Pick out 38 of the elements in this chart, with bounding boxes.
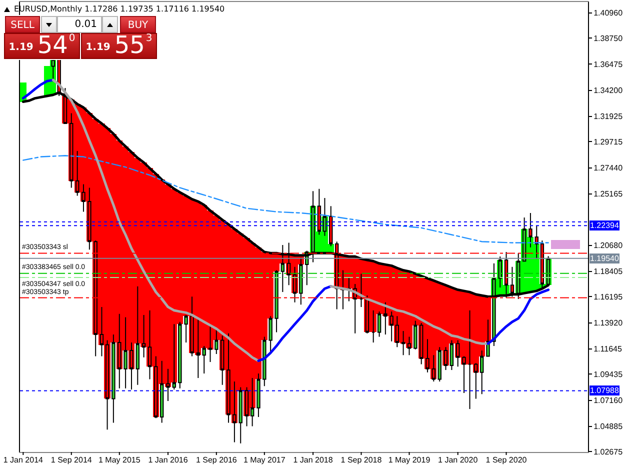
y-tick-label: 1.31925	[594, 112, 624, 122]
y-tick-label: 1.11645	[594, 344, 622, 354]
y-tick-label: 1.27440	[594, 164, 624, 173]
ref-line-label: 1.07988	[590, 386, 620, 395]
sell-price-button: 1.19 54$^{0}$	[4, 33, 80, 59]
ref-line-label: 1.19540	[590, 254, 620, 263]
x-tick-label: 1 Jan 2020	[438, 456, 478, 465]
y-tick-label: 1.38750	[594, 34, 624, 43]
y-tick-label: 1.34200	[594, 86, 624, 96]
x-tick-label: 1 Sep 2014	[50, 456, 92, 465]
y-tick-label: 1.04885	[594, 422, 624, 432]
y-tick-label: 1.25165	[594, 190, 624, 199]
y-tick-label: 1.36475	[594, 60, 624, 69]
x-tick-label: 1 Jan 2016	[148, 456, 188, 465]
x-tick-label: 1 May 2015	[98, 456, 141, 465]
y-tick-label: 1.18405	[594, 267, 624, 276]
x-tick-label: 1 Jan 2018	[293, 456, 334, 465]
annotation: 1.19 54$^{0}$	[8, 31, 76, 59]
x-tick-label: 1 Sep 2016	[196, 456, 238, 465]
x-tick-label: 1 Jan 2014	[3, 456, 44, 465]
y-tick-label: 1.02675	[594, 448, 624, 457]
sell-button: SELL	[5, 16, 40, 33]
annotation: 1.19 55$^{3}$	[86, 31, 152, 59]
y-tick-label: 1.29715	[594, 138, 624, 146]
ref-line-label: 1.22394	[590, 221, 620, 230]
lot-size-field: 0.01	[57, 16, 102, 33]
x-tick-label: 1 May 2019	[388, 456, 431, 465]
x-tick-label: 1 May 2017	[244, 456, 286, 465]
x-tick-label: 1 Sep 2020	[486, 456, 528, 465]
y-tick-label: 1.40960	[594, 8, 624, 18]
y-tick-label: 1.07160	[594, 396, 624, 406]
y-tick-label: 1.20680	[594, 241, 624, 250]
y-tick-label: 1.16195	[594, 292, 624, 302]
y-tick-label: 1.13920	[594, 318, 624, 328]
buy-button: BUY	[120, 16, 156, 33]
y-tick-label: 1.09435	[594, 370, 624, 380]
buy-price-button: 1.19 55$^{3}$	[81, 33, 157, 59]
x-tick-label: 1 Sep 2018	[340, 456, 382, 465]
